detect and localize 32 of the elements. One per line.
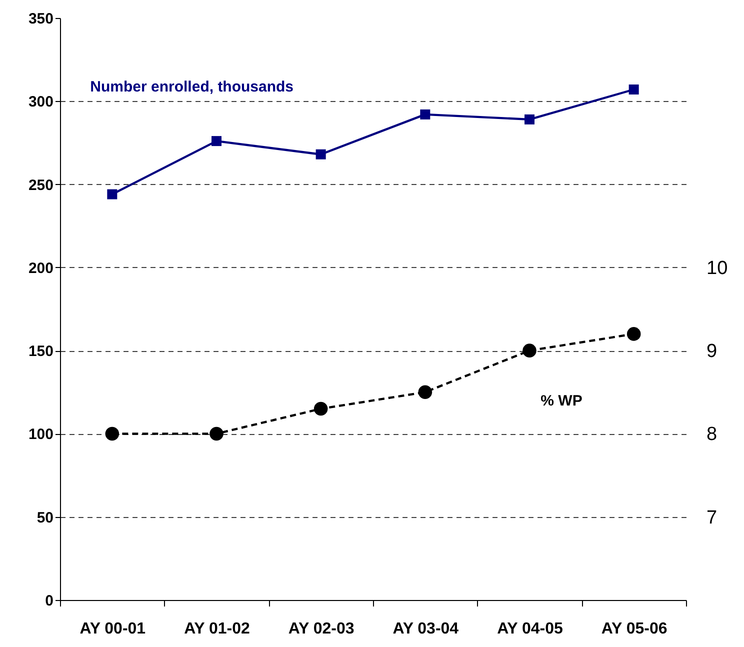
x-tick-label: AY 03-04 bbox=[392, 620, 459, 638]
point bbox=[524, 114, 534, 124]
point bbox=[314, 402, 328, 416]
text: Number enrolled, thousands bbox=[90, 78, 294, 96]
point bbox=[626, 327, 641, 341]
x-tick-label: AY 04-05 bbox=[497, 620, 564, 638]
y-tick-label: 250 bbox=[28, 176, 54, 194]
point bbox=[210, 426, 224, 441]
y2-tick-label: 10 bbox=[706, 258, 728, 279]
point bbox=[316, 149, 326, 160]
y-tick-label: 0 bbox=[45, 592, 54, 610]
x-tick-label: AY 00-01 bbox=[80, 620, 146, 638]
y2-tick-label: 9 bbox=[706, 341, 718, 362]
x-tick-label: AY 02-03 bbox=[288, 620, 354, 638]
y2-tick-label: 8 bbox=[706, 424, 718, 446]
y-tick-label: 150 bbox=[28, 343, 54, 360]
point bbox=[628, 84, 639, 95]
y-tick-label: 300 bbox=[28, 94, 54, 111]
point bbox=[107, 189, 118, 200]
point bbox=[418, 385, 432, 400]
y-tick-label: 200 bbox=[28, 260, 54, 277]
x-tick-label: AY 05-06 bbox=[601, 620, 668, 638]
x-tick-label: AY 01-02 bbox=[184, 620, 250, 638]
text: % WP bbox=[540, 392, 582, 410]
point bbox=[420, 109, 430, 120]
point bbox=[105, 426, 120, 441]
y-tick-label: 100 bbox=[28, 426, 54, 444]
y2-tick-label: 7 bbox=[706, 507, 718, 528]
y-tick-label: 50 bbox=[36, 509, 54, 526]
y-tick-label: 350 bbox=[28, 10, 54, 28]
point bbox=[522, 344, 536, 358]
point bbox=[212, 136, 222, 146]
